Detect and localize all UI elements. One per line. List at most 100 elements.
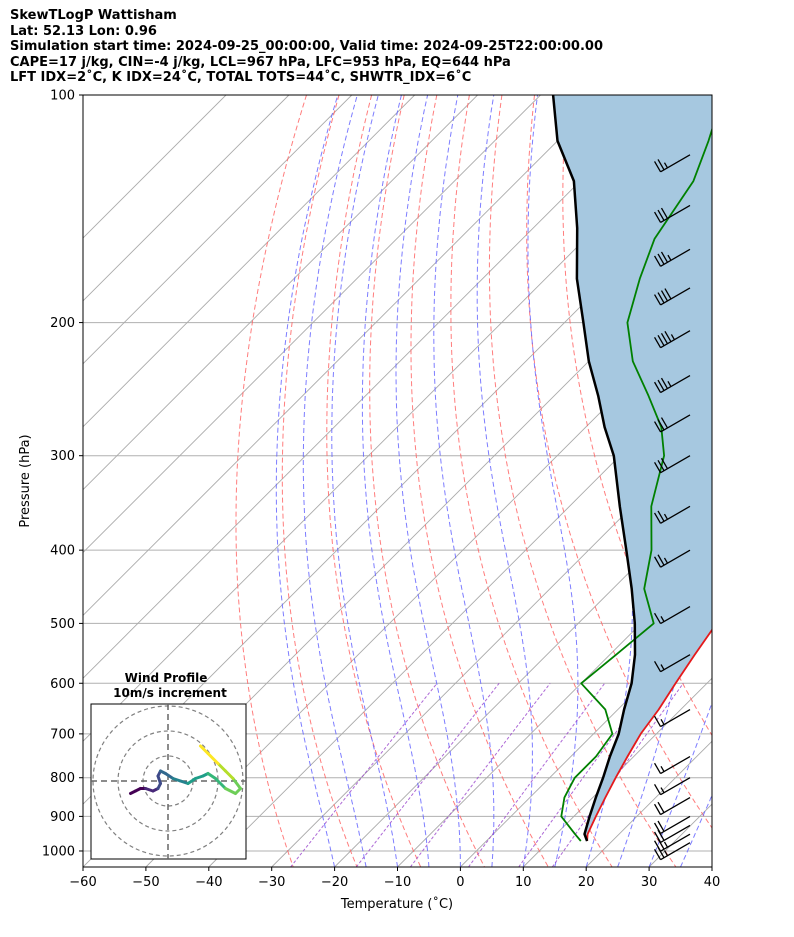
y-tick-label: 200	[50, 316, 75, 331]
x-tick-label: −40	[195, 875, 222, 890]
hodograph-segment	[206, 752, 220, 765]
isotherm-line	[522, 677, 712, 867]
wind-barb-staff	[660, 833, 691, 852]
wind-barb-flag	[660, 290, 669, 302]
moist-adiabat-line	[433, 95, 495, 867]
y-tick-label: 100	[50, 89, 75, 104]
wind-barb-flag	[657, 801, 665, 813]
isotherm-line	[145, 300, 712, 867]
x-tick-label: −50	[132, 875, 159, 890]
dry-adiabat-line	[281, 95, 358, 867]
moist-adiabat-line	[648, 701, 712, 867]
wind-barb-flag	[653, 211, 662, 223]
wind-barb-half-flag	[663, 557, 669, 564]
dry-adiabat-line	[488, 95, 677, 867]
hodograph-segment	[164, 772, 175, 780]
dry-adiabat-line	[450, 95, 613, 867]
y-tick-label: 600	[50, 677, 75, 692]
moist-adiabat-line	[527, 95, 579, 867]
wind-barb	[653, 287, 691, 306]
time-line: Simulation start time: 2024-09-25_00:00:…	[10, 39, 603, 55]
wind-barb-half-flag	[660, 664, 665, 671]
mixing-ratio-line	[290, 682, 438, 867]
wind-barb-half-flag	[670, 334, 675, 341]
y-tick-label: 800	[50, 771, 75, 786]
wind-barb-half-flag	[667, 380, 672, 387]
parcel-line	[551, 95, 637, 842]
wind-barb	[653, 708, 691, 728]
wind-barb-staff	[660, 248, 691, 267]
wind-barb	[653, 833, 691, 852]
dewpoint-line	[560, 126, 712, 842]
x-tick-label: 20	[578, 875, 595, 890]
wind-barb-half-flag	[663, 513, 669, 520]
wind-barb	[653, 330, 691, 349]
wind-barb-half-flag	[660, 787, 665, 794]
isotherm-line	[83, 95, 604, 617]
wind-barb-flag	[653, 336, 662, 349]
y-tick-label: 500	[50, 617, 75, 632]
x-tick-label: 30	[641, 875, 658, 890]
wind-barb-flag	[664, 330, 672, 343]
wind-barb-flag	[653, 612, 662, 624]
y-tick-label: 400	[50, 544, 75, 559]
wind-barb-half-flag	[660, 616, 665, 622]
wind-barb-flag	[657, 459, 665, 472]
hodograph-segment	[214, 777, 227, 790]
wind-barb-half-flag	[660, 766, 665, 772]
cape-shading	[553, 95, 712, 841]
wind-barb-flag	[653, 803, 662, 815]
mixing-ratio-line	[410, 682, 551, 867]
wind-barb	[653, 755, 691, 775]
isotherm-line	[83, 95, 353, 365]
wind-barb-flag	[653, 381, 662, 393]
wind-barb-staff	[660, 777, 691, 796]
isotherm-line	[83, 95, 416, 428]
y-tick-label: 300	[50, 449, 75, 464]
x-tick-label: −60	[69, 875, 96, 890]
wind-barb-flag	[660, 377, 669, 389]
isotherm-line	[83, 95, 478, 491]
dry-adiabat-line	[763, 95, 794, 867]
wind-barb-staff	[660, 505, 691, 524]
mixing-ratio-line	[468, 683, 606, 867]
wind-barb-flag	[660, 207, 669, 219]
dry-adiabat-line	[562, 95, 712, 737]
wind-barb	[653, 455, 691, 474]
wind-barb-staff	[660, 549, 691, 568]
isotherm-line	[711, 866, 712, 867]
moist-adiabat-line	[302, 95, 367, 867]
wind-barb-flag	[660, 457, 669, 470]
x-tick-label: −20	[321, 875, 348, 890]
wind-barb	[653, 606, 691, 625]
wind-barb	[653, 414, 691, 433]
wind-barb	[653, 777, 691, 796]
wind-barb-half-flag	[667, 254, 672, 261]
isotherm-line	[83, 95, 290, 302]
y-tick-label: 1000	[42, 844, 75, 859]
y-axis-label: Pressure (hPa)	[18, 434, 33, 527]
wind-barb-staff	[660, 374, 691, 394]
wind-barb	[653, 842, 691, 861]
wind-barb	[653, 815, 691, 834]
hodograph-segment	[216, 762, 227, 773]
wind-barb-half-flag	[663, 162, 669, 169]
hodograph-title: Wind Profile	[125, 671, 208, 685]
wind-barb-staff	[660, 842, 691, 861]
wind-barb-staff	[660, 708, 691, 728]
wind-barb-flag	[653, 461, 662, 474]
wind-barb-staff	[660, 815, 691, 834]
wind-barb-staff	[660, 414, 691, 433]
wind-barb-flag	[657, 419, 665, 431]
wind-barb	[653, 154, 691, 173]
wind-barb-flag	[657, 334, 665, 347]
wind-barb-staff	[660, 287, 691, 306]
mixing-ratio-line	[551, 683, 684, 867]
moist-adiabat-line	[476, 95, 533, 867]
wind-barb-flag	[653, 784, 662, 796]
moist-adiabat-line	[275, 95, 339, 867]
wind-barb	[653, 505, 691, 524]
isotherm-line	[334, 488, 712, 867]
x-tick-label: 10	[515, 875, 532, 890]
wind-barb-staff	[660, 797, 691, 816]
